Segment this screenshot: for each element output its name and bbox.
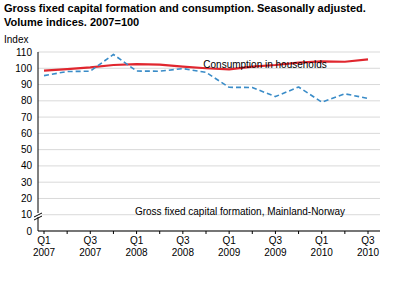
x-tick <box>136 231 137 234</box>
x-tick <box>275 231 276 234</box>
grid-line <box>38 165 380 166</box>
x-tick-label-part: 2010 <box>311 247 334 258</box>
x-tick-label-part: Q3 <box>361 235 375 246</box>
y-tick-label: 50 <box>21 144 33 155</box>
x-tick <box>206 231 207 234</box>
grid-line <box>38 52 380 53</box>
y-tick-label: 0 <box>26 226 32 237</box>
x-tick-label-part: 2010 <box>357 247 380 258</box>
x-tick-label-part: 2007 <box>33 247 56 258</box>
x-tick-label: Q12008 <box>125 235 148 258</box>
grid-line <box>38 231 380 232</box>
x-tick-label-part: 2008 <box>172 247 195 258</box>
x-tick <box>321 231 322 234</box>
grid-line <box>38 133 380 134</box>
series-line <box>44 54 368 102</box>
y-label: Index <box>4 34 28 45</box>
x-tick-label-part: Q1 <box>222 235 236 246</box>
x-tick <box>229 231 230 234</box>
axis-break <box>34 216 42 220</box>
y-tick-label: 80 <box>21 95 33 106</box>
y-tick-label: 20 <box>21 193 33 204</box>
y-tick-label: 110 <box>16 47 32 58</box>
x-tick-label: Q12009 <box>218 235 241 258</box>
y-tick-label: 10 <box>21 209 33 220</box>
x-tick-label: Q32008 <box>172 235 195 258</box>
grid-line <box>38 149 380 150</box>
x-tick <box>344 231 345 234</box>
x-tick-label-part: Q3 <box>269 235 283 246</box>
y-tick-label: 100 <box>15 63 32 74</box>
grid-line <box>38 84 380 85</box>
grid-line <box>38 100 380 101</box>
grid-line <box>38 182 380 183</box>
x-tick-label-part: 2007 <box>79 247 102 258</box>
y-tick-label: 90 <box>21 79 33 90</box>
x-tick <box>90 231 91 234</box>
x-tick <box>44 231 45 234</box>
x-tick <box>159 231 160 234</box>
x-tick <box>368 231 369 234</box>
plot-area <box>44 54 368 102</box>
x-tick <box>298 231 299 234</box>
x-tick-label: Q32007 <box>79 235 102 258</box>
x-tick-label: Q32010 <box>357 235 380 258</box>
grid-line <box>38 117 380 118</box>
series-label: Gross fixed capital formation, Mainland-… <box>135 206 345 217</box>
y-axis <box>38 52 39 231</box>
x-tick-label-part: 2009 <box>218 247 241 258</box>
x-tick-label-part: 2009 <box>264 247 287 258</box>
y-tick-label: 70 <box>21 112 33 123</box>
x-tick-label-part: Q1 <box>37 235 51 246</box>
title: Gross fixed capital formation and consum… <box>4 2 366 14</box>
x-tick <box>67 231 68 234</box>
x-tick-label-part: 2008 <box>125 247 148 258</box>
series-label: Consumption in households <box>203 59 326 70</box>
x-tick-label-part: Q3 <box>176 235 190 246</box>
x-tick-label-part: Q1 <box>130 235 144 246</box>
x-tick-label: Q32009 <box>264 235 287 258</box>
grid-line <box>38 198 380 199</box>
y-tick-label: 60 <box>21 128 33 139</box>
x-tick <box>252 231 253 234</box>
chart: Gross fixed capital formation and consum… <box>0 0 396 285</box>
y-tick-label: 30 <box>21 177 33 188</box>
x-axis <box>38 231 380 232</box>
subtitle: Volume indices. 2007=100 <box>4 16 139 28</box>
x-tick-label-part: Q1 <box>315 235 329 246</box>
y-tick-label: 40 <box>21 160 33 171</box>
x-tick-label-part: Q3 <box>84 235 98 246</box>
x-tick <box>113 231 114 234</box>
x-tick <box>182 231 183 234</box>
x-tick-label: Q12007 <box>33 235 56 258</box>
x-tick-label: Q12010 <box>311 235 334 258</box>
